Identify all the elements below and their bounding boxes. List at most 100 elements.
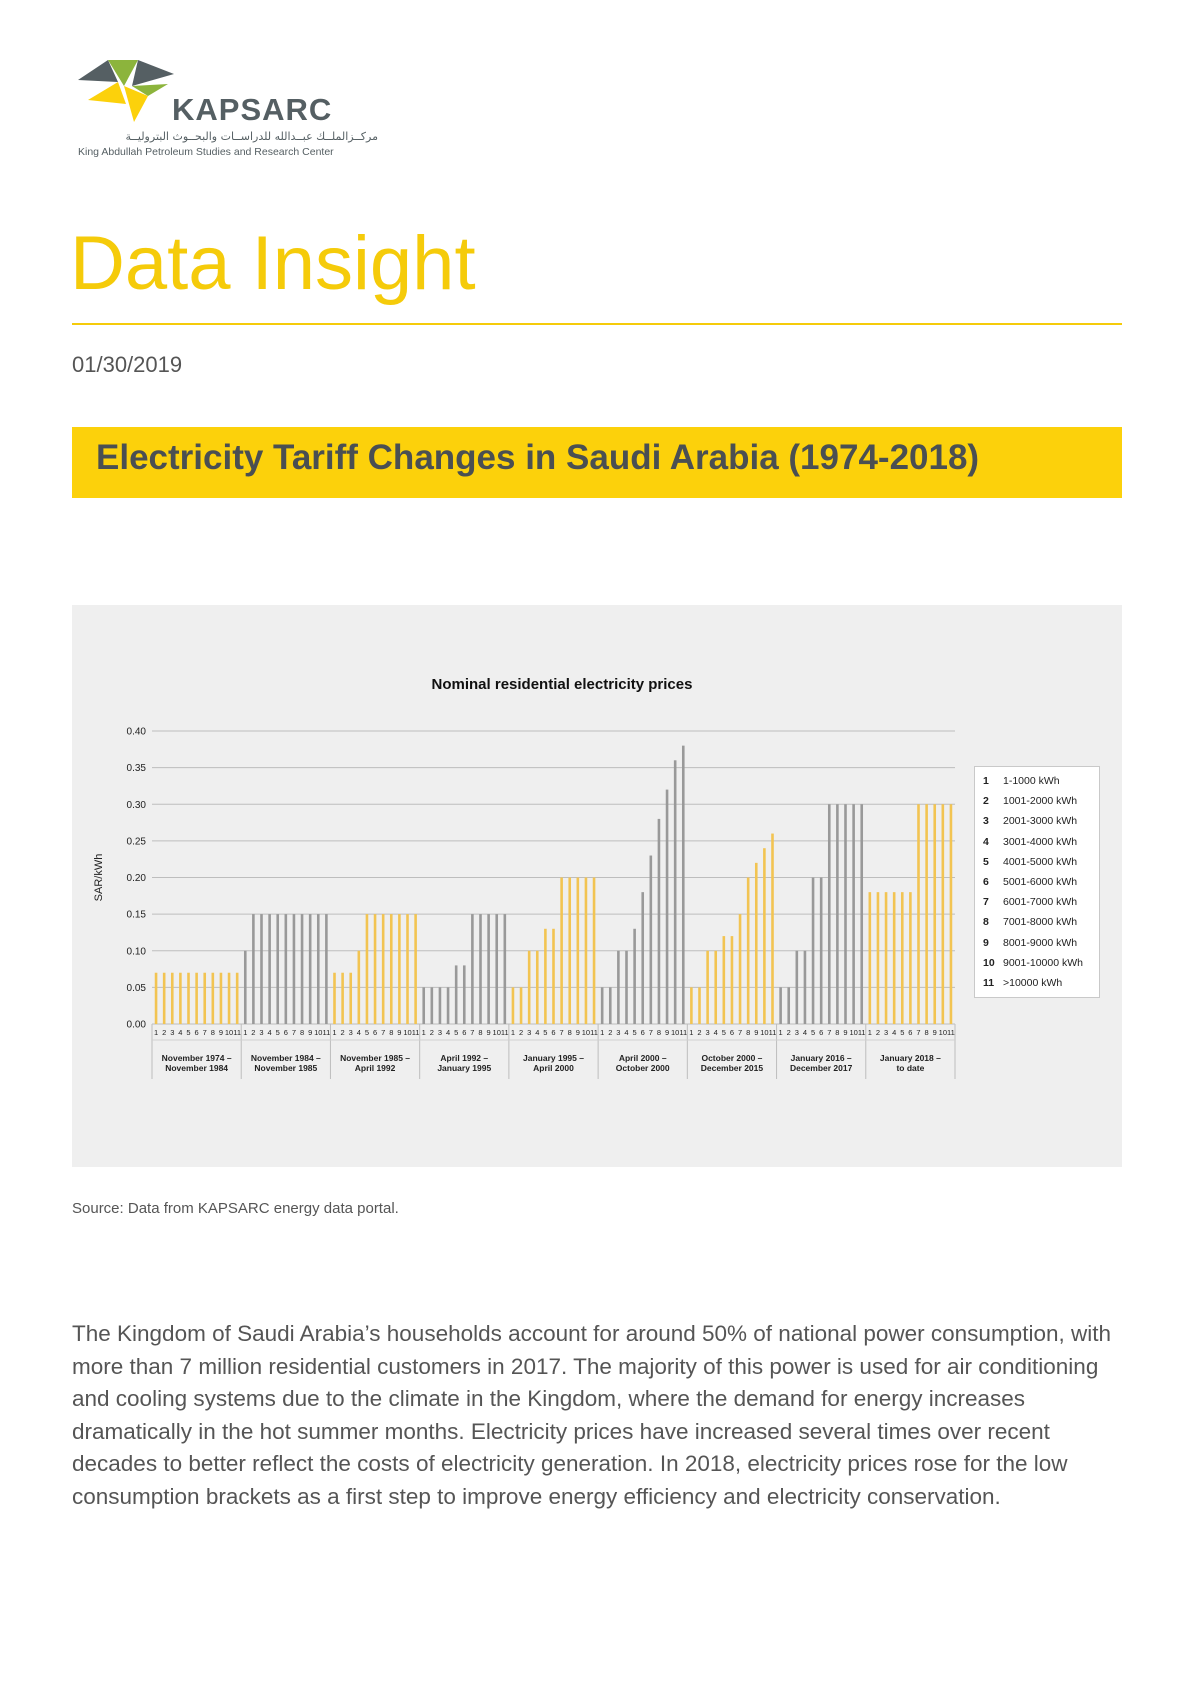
chart-legend: 1 1-1000 kWh 2 1001-2000 kWh 3 2001-3000 kWh 4… (974, 766, 1100, 998)
bracket-tick-label: 1 (422, 1028, 426, 1037)
legend-range: 7001-8000 kWh (1003, 916, 1078, 929)
bracket-tick-label: 7 (470, 1028, 474, 1037)
bracket-tick-label: 1 (243, 1028, 247, 1037)
bar (576, 877, 580, 1024)
bar (227, 972, 231, 1024)
bar (779, 987, 782, 1024)
legend-number: 5 (983, 855, 989, 868)
bar (373, 914, 377, 1024)
bar (909, 892, 912, 1024)
bracket-tick-label: 5 (276, 1028, 280, 1037)
legend-item: 10 9001-10000 kWh (975, 957, 1099, 977)
bracket-tick-label: 8 (389, 1028, 393, 1037)
bracket-tick-label: 8 (478, 1028, 482, 1037)
bar (260, 914, 263, 1024)
legend-number: 2 (983, 795, 989, 808)
bar (333, 972, 336, 1024)
document-type-heading: Data Insight (70, 221, 476, 306)
bracket-tick-label: 4 (803, 1028, 807, 1037)
bar (511, 987, 515, 1024)
legend-number: 7 (983, 896, 989, 909)
kapsarc-logo: KAPSARC مركــزالملــك عبــدالله للدراســ… (72, 60, 382, 160)
bracket-tick-label: 5 (900, 1028, 904, 1037)
bracket-tick-label: 8 (657, 1028, 661, 1037)
bar (479, 914, 482, 1024)
bar (592, 877, 596, 1024)
legend-range: 1001-2000 kWh (1003, 795, 1078, 808)
bar (316, 914, 320, 1024)
bracket-tick-label: 7 (827, 1028, 831, 1037)
legend-item: 5 4001-5000 kWh (975, 856, 1099, 876)
bar (860, 804, 864, 1024)
bracket-tick-label: 11 (769, 1028, 777, 1037)
bracket-tick-label: 10 (225, 1028, 233, 1037)
legend-number: 10 (983, 956, 995, 969)
bar (787, 987, 791, 1024)
bar (519, 987, 523, 1024)
bar (552, 928, 555, 1024)
bracket-tick-label: 3 (706, 1028, 710, 1037)
bar (292, 914, 296, 1024)
bar (406, 914, 409, 1024)
legend-range: 8001-9000 kWh (1003, 936, 1078, 949)
bar (690, 987, 693, 1024)
kapsarc-wordmark: KAPSARC (172, 92, 333, 127)
bar (892, 892, 896, 1024)
bar (357, 950, 361, 1024)
bracket-tick-label: 4 (892, 1028, 896, 1037)
bracket-tick-label: 4 (446, 1028, 450, 1037)
bracket-tick-label: 9 (397, 1028, 401, 1037)
bracket-tick-label: 1 (600, 1028, 604, 1037)
bar (535, 950, 539, 1024)
bar (560, 877, 563, 1024)
bracket-tick-label: 10 (671, 1028, 679, 1037)
period-label: November 1974 – (162, 1053, 232, 1063)
y-tick-label: 0.15 (127, 910, 147, 921)
bracket-tick-label: 5 (811, 1028, 815, 1037)
bracket-tick-label: 5 (633, 1028, 637, 1037)
bracket-tick-label: 10 (939, 1028, 947, 1037)
legend-item: 6 5001-6000 kWh (975, 876, 1099, 896)
bar (714, 950, 718, 1024)
legend-range: 1-1000 kWh (1003, 775, 1060, 787)
period-label: April 2000 (533, 1063, 574, 1073)
bar (730, 936, 734, 1024)
kapsarc-arabic-name: مركــزالملــك عبــدالله للدراســات والبح… (125, 130, 378, 143)
bar (771, 833, 774, 1024)
legend-range: >10000 kWh (1003, 976, 1063, 989)
bar (925, 804, 928, 1024)
kapsarc-english-name: King Abdullah Petroleum Studies and Rese… (78, 146, 334, 158)
bar (584, 877, 588, 1024)
legend-range: 3001-4000 kWh (1003, 835, 1078, 848)
bracket-tick-label: 3 (884, 1028, 888, 1037)
bar (754, 862, 758, 1024)
bracket-tick-label: 10 (849, 1028, 857, 1037)
legend-number: 4 (983, 835, 989, 848)
bar (568, 877, 572, 1024)
bracket-tick-label: 6 (284, 1028, 288, 1037)
bracket-tick-label: 7 (560, 1028, 564, 1037)
period-label: January 2016 – (791, 1053, 852, 1063)
bracket-tick-label: 4 (714, 1028, 718, 1037)
bar (170, 972, 174, 1024)
bracket-tick-label: 1 (332, 1028, 336, 1037)
bracket-tick-label: 6 (373, 1028, 377, 1037)
bar (341, 972, 344, 1024)
bracket-tick-label: 11 (501, 1028, 509, 1037)
bar (179, 972, 182, 1024)
bar (819, 877, 823, 1024)
period-label: October 2000 (616, 1063, 670, 1073)
bar (795, 950, 799, 1024)
bracket-tick-label: 10 (760, 1028, 768, 1037)
legend-range: 4001-5000 kWh (1003, 855, 1078, 868)
bracket-tick-label: 2 (519, 1028, 523, 1037)
legend-item: 3 2001-3000 kWh (975, 815, 1099, 835)
bracket-tick-label: 11 (412, 1028, 420, 1037)
bracket-tick-label: 2 (341, 1028, 345, 1037)
bracket-tick-label: 4 (268, 1028, 272, 1037)
legend-number: 8 (983, 916, 989, 929)
legend-range: 5001-6000 kWh (1003, 875, 1078, 888)
period-label: April 2000 – (619, 1053, 667, 1063)
bracket-tick-label: 8 (568, 1028, 572, 1037)
y-tick-label: 0.10 (127, 946, 147, 957)
